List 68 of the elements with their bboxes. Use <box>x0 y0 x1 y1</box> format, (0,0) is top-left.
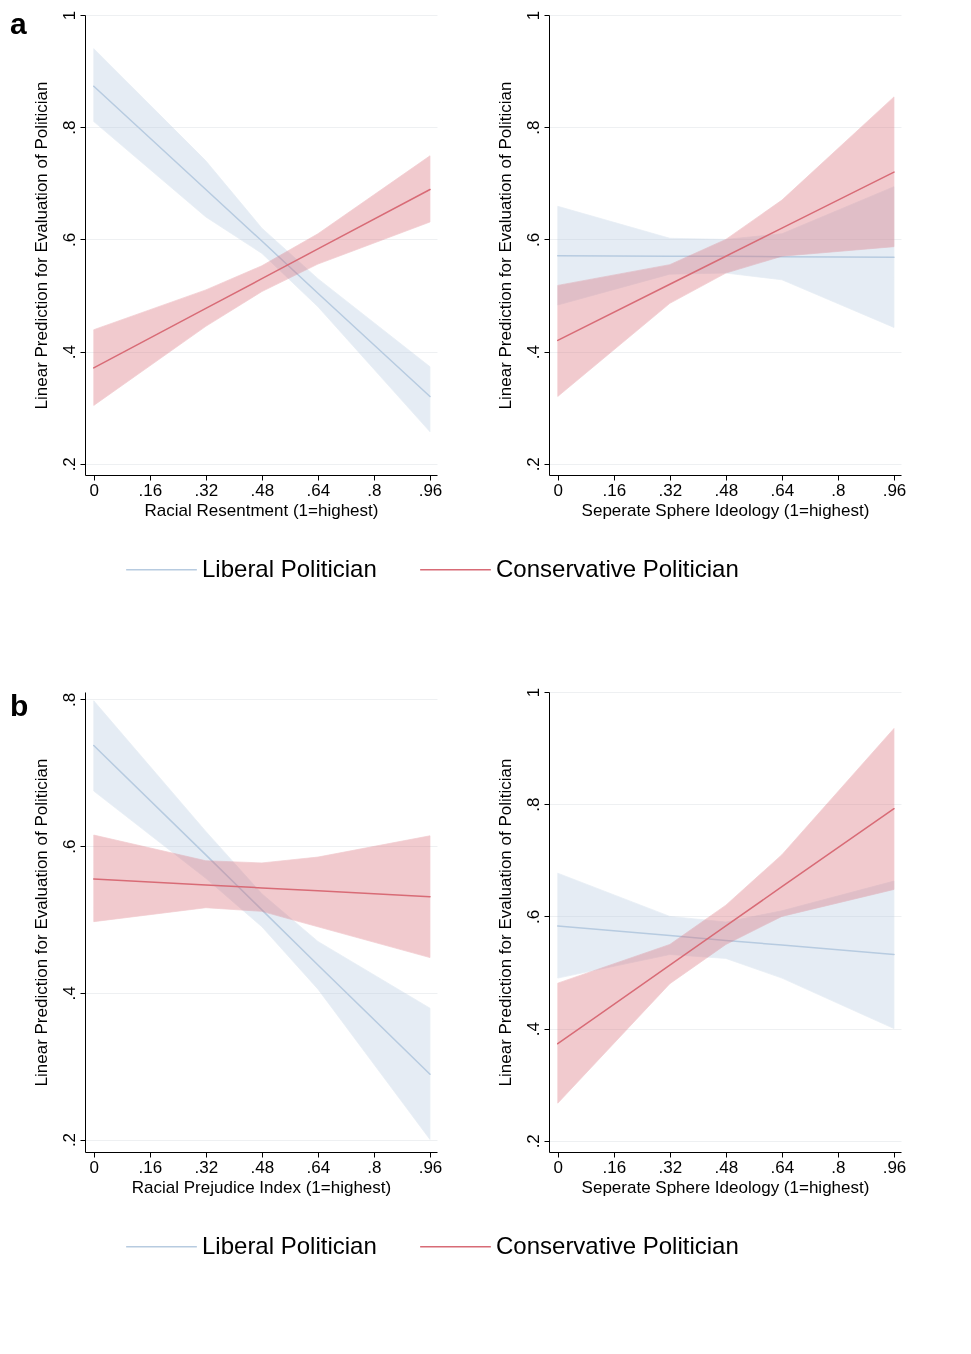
legend-label: Liberal Politician <box>202 1231 377 1259</box>
line-series <box>557 807 895 1045</box>
x-tick-label: .16 <box>138 1157 163 1177</box>
x-tick-label: 0 <box>89 1157 99 1177</box>
y-tick-label: .2 <box>523 1134 543 1149</box>
y-tick-label: .6 <box>59 232 79 247</box>
x-tick-label: .48 <box>714 480 739 500</box>
x-tick-label: .96 <box>418 1157 443 1177</box>
line-series <box>93 878 431 898</box>
x-tick-label: .96 <box>882 1157 907 1177</box>
y-tick-label: .4 <box>59 344 79 360</box>
y-tick-label: .4 <box>523 344 543 360</box>
line-series <box>557 925 895 956</box>
legend-label: Conservative Politician <box>496 554 739 582</box>
y-axis-title: Linear Prediction for Evaluation of Politician <box>31 81 51 410</box>
y-tick-label: .2 <box>59 1132 79 1148</box>
y-tick-label: 1 <box>59 10 79 21</box>
line-series <box>93 188 431 369</box>
x-tick-label: .64 <box>770 1157 795 1177</box>
y-tick-label: .4 <box>59 986 79 1001</box>
y-axis-title: Linear Prediction for Evaluation of Politician <box>31 758 51 1087</box>
y-tick-label: .6 <box>59 839 79 854</box>
text: a <box>10 7 27 41</box>
x-tick-label: .32 <box>658 1157 683 1177</box>
legend-label: Liberal Politician <box>202 554 377 582</box>
x-tick-label: 0 <box>553 480 563 500</box>
y-axis-title: Linear Prediction for Evaluation of Politician <box>495 758 515 1087</box>
x-tick-label: .96 <box>882 480 907 500</box>
x-tick-label: .8 <box>831 480 846 500</box>
line-series <box>93 744 431 1075</box>
x-tick-label: .8 <box>367 1157 382 1177</box>
y-tick-label: .8 <box>523 120 543 135</box>
x-tick-label: .16 <box>138 480 163 500</box>
x-tick-label: .8 <box>831 1157 846 1177</box>
y-tick-label: 1 <box>523 687 543 698</box>
y-axis-title: Linear Prediction for Evaluation of Politician <box>495 81 515 410</box>
x-tick-label: .96 <box>418 480 443 500</box>
x-axis-title: Seperate Sphere Ideology (1=highest) <box>581 500 870 520</box>
x-axis-title: Racial Prejudice Index (1=highest) <box>131 1177 392 1197</box>
x-tick-label: .32 <box>658 480 683 500</box>
y-tick-label: .8 <box>59 692 79 707</box>
x-tick-label: .48 <box>250 1157 275 1177</box>
y-tick-label: .2 <box>59 457 79 472</box>
x-tick-label: .16 <box>602 480 627 500</box>
x-tick-label: .32 <box>194 1157 219 1177</box>
line-series <box>93 85 431 398</box>
x-axis-title: Seperate Sphere Ideology (1=highest) <box>581 1177 870 1197</box>
y-tick-label: .6 <box>523 232 543 247</box>
y-tick-label: .6 <box>523 909 543 924</box>
y-tick-label: .2 <box>523 457 543 472</box>
x-tick-label: .64 <box>770 480 795 500</box>
x-tick-label: .64 <box>306 480 331 500</box>
y-tick-label: .8 <box>523 797 543 812</box>
x-tick-label: .16 <box>602 1157 627 1177</box>
x-tick-label: .48 <box>714 1157 739 1177</box>
y-tick-label: 1 <box>523 10 543 21</box>
x-tick-label: 0 <box>89 480 99 500</box>
x-tick-label: .32 <box>194 480 219 500</box>
line-series <box>557 171 895 342</box>
y-tick-label: .8 <box>59 120 79 135</box>
x-tick-label: 0 <box>553 1157 563 1177</box>
x-tick-label: .64 <box>306 1157 331 1177</box>
x-tick-label: .8 <box>367 480 382 500</box>
x-tick-label: .48 <box>250 480 275 500</box>
y-tick-label: .4 <box>523 1021 543 1037</box>
x-axis-title: Racial Resentment (1=highest) <box>144 500 379 520</box>
legend-label: Conservative Politician <box>496 1231 739 1259</box>
text: b <box>10 689 29 722</box>
